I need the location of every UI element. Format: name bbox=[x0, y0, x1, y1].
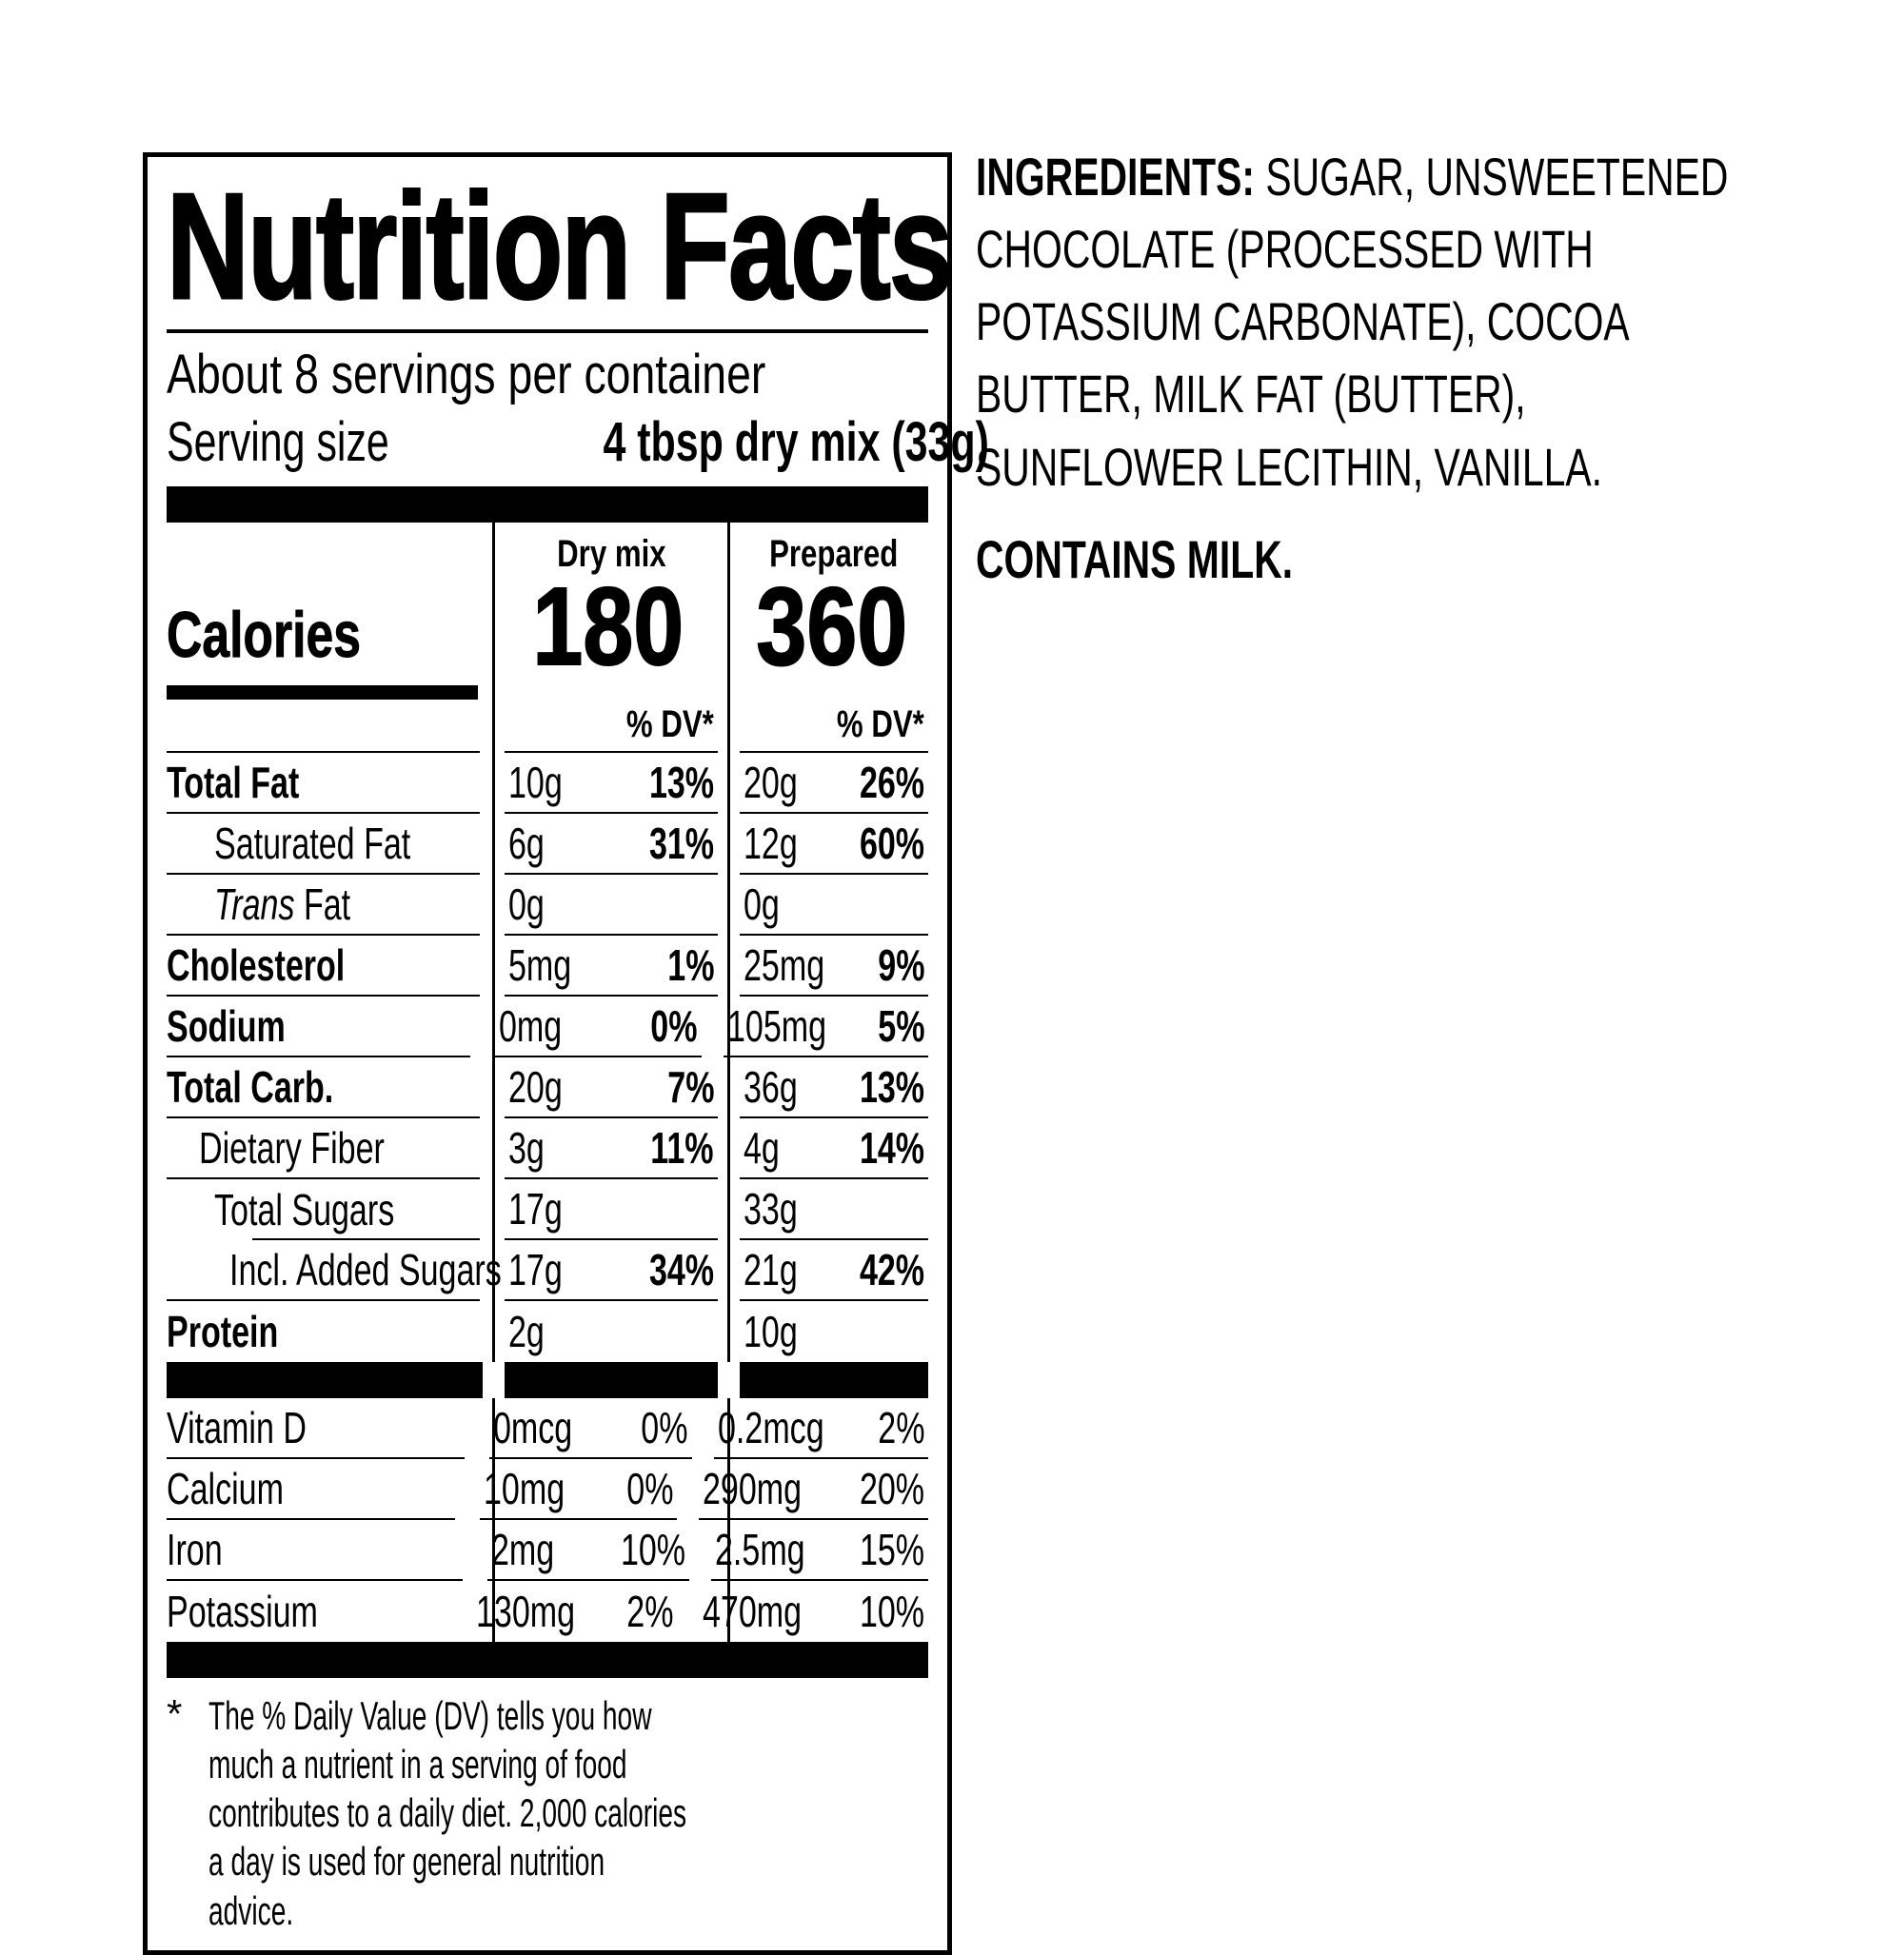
serving-size-label: Serving size bbox=[167, 410, 389, 473]
serving-size-row: Serving size 4 tbsp dry mix (33g) bbox=[167, 410, 989, 475]
serving-size-value: 4 tbsp dry mix (33g) bbox=[603, 410, 989, 473]
nutrient-row-added-sugars: Incl. Added Sugars 17g 34% 21g 42% bbox=[167, 1240, 928, 1301]
nutrition-table: Dry mix Prepared Calories 180 360 % DV* bbox=[167, 523, 928, 1642]
nutrient-row-sodium: Sodium 0mg 0% 105mg 5% bbox=[167, 997, 928, 1057]
nutrient-row-trans-fat: Trans Fat 0g 0g bbox=[167, 875, 928, 936]
contains-statement: CONTAINS MILK. bbox=[976, 528, 1294, 589]
footnote-asterisk: * bbox=[167, 1690, 183, 1736]
percent-dv-header-prepared: % DV* bbox=[837, 703, 924, 746]
title-divider bbox=[167, 329, 928, 334]
ingredients-paragraph: INGREDIENTS: SUGAR, UNSWEETENED CHOCOLAT… bbox=[976, 141, 1768, 504]
thick-separator-top bbox=[167, 486, 928, 523]
nutrient-row-saturated-fat: Saturated Fat 6g 31% 12g 60% bbox=[167, 814, 928, 875]
nutrient-row-calcium: Calcium 10mg 0% 290mg 20% bbox=[167, 1459, 928, 1520]
ingredients-section: INGREDIENTS: SUGAR, UNSWEETENED CHOCOLAT… bbox=[976, 141, 1768, 590]
column-header-prepared: Prepared bbox=[769, 533, 899, 576]
footnote-text: The % Daily Value (DV) tells you how muc… bbox=[208, 1692, 687, 1933]
thick-separator-bottom bbox=[167, 1641, 928, 1678]
nutrient-row-vitamin-d: Vitamin D 0mcg 0% 0.2mcg 2% bbox=[167, 1398, 928, 1459]
ingredients-heading: INGREDIENTS: bbox=[976, 147, 1255, 207]
calories-value-dry-mix: 180 bbox=[532, 564, 684, 689]
nutrition-facts-title: Nutrition Facts bbox=[166, 163, 954, 330]
nutrient-row-protein: Protein 2g 10g bbox=[167, 1306, 798, 1356]
nutrient-row-total-fat: Total Fat 10g 13% 20g 26% bbox=[167, 753, 928, 814]
nutrient-row-potassium: Potassium 130mg 2% 470mg 10% bbox=[167, 1586, 924, 1636]
nutrient-row-total-carb: Total Carb. 20g 7% 36g 13% bbox=[167, 1057, 928, 1118]
nutrition-label-screenshot: { "label": { "title": "Nutrition Facts",… bbox=[0, 0, 1904, 1904]
servings-per-container: About 8 servings per container bbox=[167, 344, 766, 406]
percent-dv-header-row: % DV* % DV* bbox=[167, 700, 928, 753]
calories-label: Calories bbox=[167, 598, 362, 671]
thick-separator-middle bbox=[167, 1361, 928, 1398]
ingredients-list: SUGAR, UNSWEETENED CHOCOLATE (PROCESSED … bbox=[976, 147, 1729, 497]
nutrient-row-dietary-fiber: Dietary Fiber 3g 11% 4g 14% bbox=[167, 1118, 928, 1179]
calories-row: Calories 180 360 bbox=[167, 564, 928, 700]
percent-dv-header-dry: % DV* bbox=[626, 703, 714, 746]
footnote: * The % Daily Value (DV) tells you how m… bbox=[167, 1691, 928, 1935]
column-header-dry-mix: Dry mix bbox=[556, 533, 666, 576]
nutrition-facts-panel: Nutrition Facts About 8 servings per con… bbox=[143, 152, 989, 1955]
page-title: Nutrition Facts bbox=[166, 168, 954, 325]
nutrient-row-cholesterol: Cholesterol 5mg 1% 25mg 9% bbox=[167, 936, 928, 997]
column-divider-2 bbox=[727, 523, 730, 1642]
nutrient-row-iron: Iron 2mg 10% 2.5mg 15% bbox=[167, 1520, 928, 1581]
nutrient-row-total-sugars: Total Sugars 17g 33g bbox=[167, 1179, 928, 1240]
calories-value-prepared: 360 bbox=[756, 564, 908, 689]
column-divider-1 bbox=[492, 523, 495, 1642]
column-header-row: Dry mix Prepared bbox=[167, 523, 928, 576]
